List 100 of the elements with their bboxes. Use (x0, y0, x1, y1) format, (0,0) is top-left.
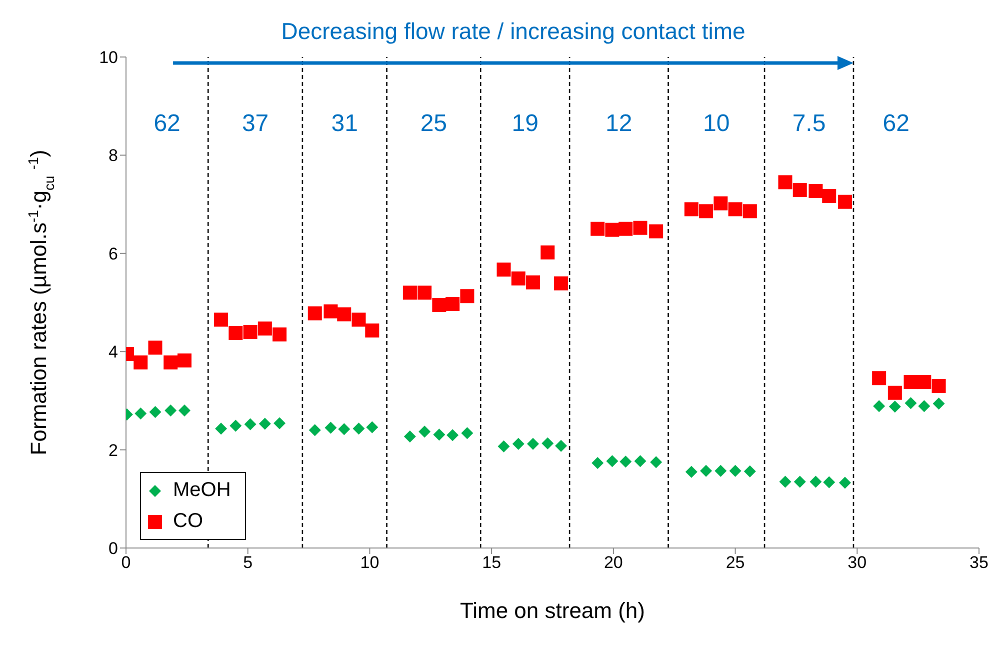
point (214, 312, 228, 327)
legend-label: CO (173, 510, 203, 533)
point (742, 204, 757, 218)
point (618, 222, 633, 236)
point (148, 340, 162, 355)
point (633, 220, 648, 235)
y-tick-label: 10 (99, 48, 118, 68)
point (779, 476, 792, 488)
x-tick-label: 30 (848, 553, 867, 572)
point (496, 262, 511, 277)
point (714, 196, 728, 210)
point (904, 375, 918, 390)
point (511, 271, 526, 286)
point (365, 323, 380, 338)
point (258, 418, 271, 430)
point (823, 476, 836, 488)
point (274, 417, 286, 430)
point (230, 420, 242, 432)
point (433, 428, 446, 441)
x-tick-label: 5 (243, 553, 253, 572)
point (634, 455, 646, 468)
annotation: 25 (420, 110, 448, 137)
point (272, 327, 287, 342)
point (177, 353, 192, 368)
point (527, 438, 540, 450)
point (699, 204, 714, 218)
point (808, 184, 823, 198)
point (744, 465, 756, 478)
point (352, 422, 365, 435)
point (590, 222, 605, 236)
point (542, 437, 554, 450)
x-tick-label: 10 (360, 553, 380, 572)
point (606, 455, 618, 468)
point (554, 276, 568, 290)
point (512, 438, 524, 450)
point (714, 464, 727, 477)
point (918, 400, 930, 412)
point (888, 386, 902, 400)
point (620, 456, 632, 468)
point (685, 466, 698, 478)
point (308, 424, 321, 436)
point (244, 418, 256, 430)
point (932, 378, 946, 393)
point (258, 322, 272, 336)
point (164, 404, 177, 417)
point (402, 286, 417, 300)
annotation: 31 (331, 110, 358, 137)
point (432, 298, 446, 312)
point (728, 202, 742, 216)
y-tick-label: 6 (108, 244, 118, 264)
point (700, 464, 712, 477)
annotation: 7.5 (792, 110, 826, 137)
point (794, 476, 806, 488)
point (418, 286, 432, 300)
point (324, 304, 338, 318)
y-tick-label: 4 (108, 342, 118, 362)
point (649, 224, 664, 238)
point (460, 289, 474, 304)
text: Decreasing flow rate / increasing contact time (281, 18, 746, 44)
point (888, 400, 901, 413)
point (810, 476, 822, 488)
point (418, 426, 431, 438)
point (352, 312, 366, 327)
annotation: 19 (512, 110, 538, 137)
point (838, 194, 852, 209)
legend-label: MeOH (173, 479, 231, 502)
x-tick-label: 0 (121, 553, 131, 572)
annotation: 62 (882, 110, 910, 137)
annotation: 37 (242, 110, 269, 137)
point (446, 429, 459, 442)
point (592, 457, 604, 470)
point (308, 306, 322, 320)
x-tick-label: 25 (726, 553, 745, 572)
point (838, 476, 851, 489)
point (872, 371, 886, 386)
point (822, 188, 836, 203)
point (650, 456, 662, 468)
y-tick-label: 0 (108, 539, 118, 558)
point (540, 245, 555, 260)
point (461, 427, 474, 440)
y-tick-label: 8 (108, 146, 118, 166)
x-tick-label: 15 (482, 553, 502, 572)
annotation: 12 (606, 110, 632, 137)
point (338, 423, 350, 436)
point (149, 406, 162, 418)
point (917, 375, 932, 390)
y-tick-label: 2 (108, 440, 118, 460)
point (228, 326, 243, 340)
point (178, 404, 190, 417)
point (404, 430, 416, 443)
point (134, 407, 147, 420)
point (904, 397, 917, 410)
point (555, 440, 568, 452)
point (243, 324, 258, 339)
x-tick-label: 20 (604, 553, 623, 572)
point (526, 275, 540, 290)
point (498, 440, 510, 452)
x-axis-title: Time on stream (h) (460, 598, 646, 623)
point (729, 464, 742, 477)
x-tick-label: 35 (970, 553, 988, 572)
